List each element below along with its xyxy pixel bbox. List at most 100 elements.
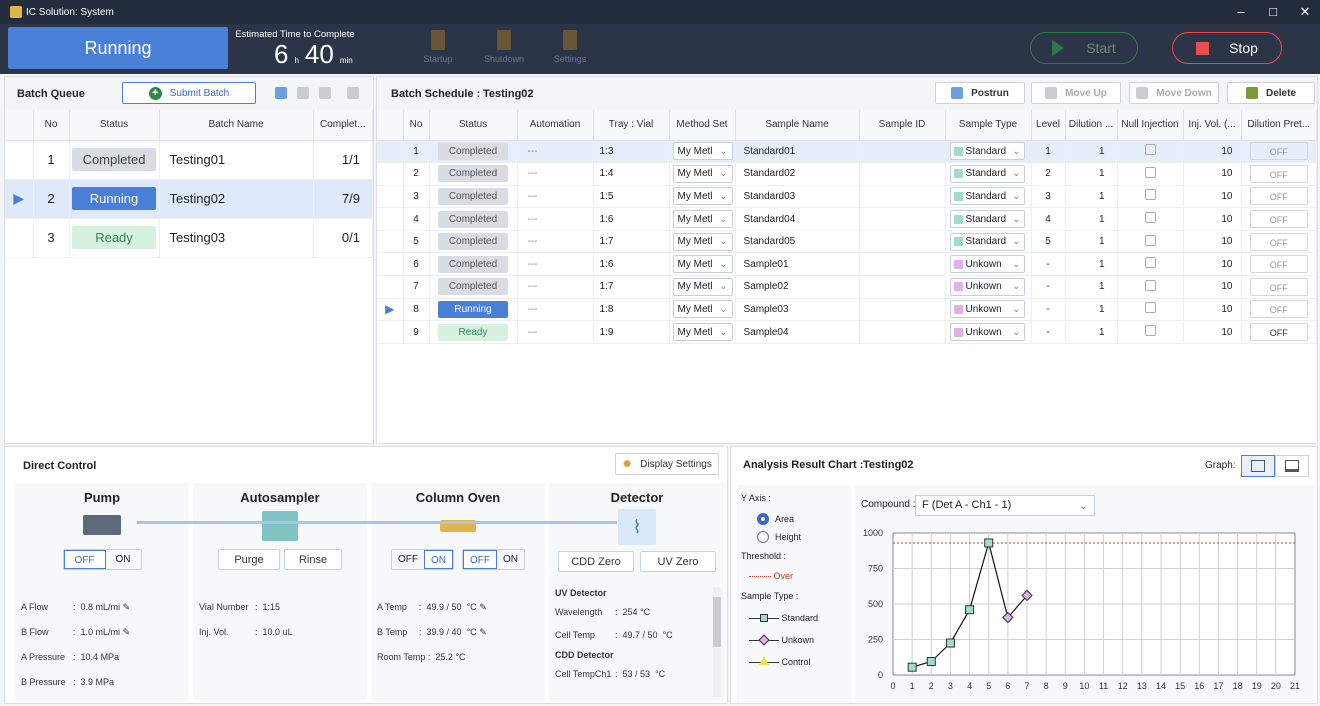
method-set-select[interactable]: My Metl ⌄ — [672, 255, 733, 274]
table-row[interactable]: ▶ 8 Running --- 1:8 My Metl ⌄ Sample03 Unkown ⌄ -1… — [377, 298, 1317, 322]
move-down-icon[interactable] — [319, 87, 331, 99]
method-set-select[interactable]: My Metl ⌄ — [672, 187, 733, 206]
trash-icon[interactable] — [347, 87, 359, 99]
move-up-icon[interactable] — [297, 87, 309, 99]
null-injection-checkbox[interactable] — [1144, 189, 1156, 201]
col-level[interactable]: Level — [1031, 110, 1066, 141]
sample-type-select[interactable]: Unkown ⌄ — [949, 300, 1025, 319]
null-injection-checkbox[interactable] — [1144, 234, 1156, 246]
null-injection-checkbox[interactable] — [1144, 302, 1156, 314]
settings-button[interactable]: Settings — [542, 30, 598, 64]
sample-id-value[interactable] — [859, 252, 946, 277]
col-method-set[interactable]: Method Set — [669, 110, 736, 141]
col-no[interactable]: No — [33, 110, 70, 141]
pump-off-option[interactable]: OFF — [63, 550, 106, 569]
edit-icon[interactable]: ✎ — [122, 602, 131, 612]
postrun-button[interactable]: Postrun — [935, 82, 1025, 104]
sample-type-select[interactable]: Standard ⌄ — [949, 232, 1025, 251]
oven-a-off[interactable]: OFF — [398, 554, 418, 565]
sample-id-value[interactable] — [859, 275, 946, 299]
uv-zero-button[interactable]: UV Zero — [640, 551, 716, 572]
oven-b-on[interactable]: ON — [503, 554, 518, 565]
col-tray-vial[interactable]: Tray : Vial — [593, 110, 670, 141]
display-settings-button[interactable]: ✹ Display Settings — [615, 453, 719, 475]
method-set-select[interactable]: My Metl ⌄ — [672, 210, 733, 229]
col-dilution[interactable]: Dilution ... — [1065, 110, 1118, 141]
scrollbar-thumb[interactable] — [713, 597, 721, 647]
table-row[interactable]: 1 Completed --- 1:3 My Metl ⌄ Standard01 Standa… — [377, 140, 1317, 164]
table-row[interactable]: 7 Completed --- 1:7 My Metl ⌄ Sample02 Unkown ⌄ -… — [377, 275, 1317, 299]
submit-batch-button[interactable]: + Submit Batch — [122, 82, 256, 104]
sample-type-select[interactable]: Standard ⌄ — [949, 210, 1025, 229]
area-radio[interactable]: Area — [757, 513, 794, 525]
sample-type-select[interactable]: Standard ⌄ — [949, 142, 1025, 161]
method-set-select[interactable]: My Metl ⌄ — [672, 232, 733, 251]
split-graph-view-button[interactable] — [1275, 455, 1309, 477]
method-set-select[interactable]: My Metl ⌄ — [672, 323, 733, 342]
col-sample-type[interactable]: Sample Type — [945, 110, 1032, 141]
null-injection-checkbox[interactable] — [1144, 325, 1156, 337]
null-injection-checkbox[interactable] — [1144, 279, 1156, 291]
col-status[interactable]: Status — [69, 110, 160, 141]
move-up-button[interactable]: Move Up — [1031, 82, 1121, 104]
table-row[interactable]: 5 Completed --- 1:7 My Metl ⌄ Standard05 Standa… — [377, 230, 1317, 254]
delete-button[interactable]: Delete — [1227, 82, 1315, 104]
dilution-pret-toggle[interactable]: OFF — [1249, 142, 1308, 161]
detector-scrollbar[interactable] — [713, 587, 721, 697]
sample-id-value[interactable] — [859, 162, 946, 186]
stop-button[interactable]: Stop — [1172, 32, 1282, 64]
oven-b-toggle[interactable]: OFF ON — [462, 549, 525, 570]
sample-type-select[interactable]: Standard ⌄ — [949, 187, 1025, 206]
move-down-button[interactable]: Move Down — [1129, 82, 1219, 104]
pump-on-option[interactable]: ON — [115, 554, 131, 565]
col-inj-vol[interactable]: Inj. Vol. (... — [1183, 110, 1242, 141]
minimize-button[interactable]: – — [1237, 4, 1245, 19]
sample-type-select[interactable]: Unkown ⌄ — [949, 323, 1025, 342]
rinse-button[interactable]: Rinse — [284, 549, 342, 570]
col-automation[interactable]: Automation — [517, 110, 594, 141]
oven-b-off[interactable]: OFF — [463, 550, 497, 569]
null-injection-checkbox[interactable] — [1144, 144, 1156, 156]
method-set-select[interactable]: My Metl ⌄ — [672, 164, 733, 183]
col-complete[interactable]: Complet... — [313, 110, 373, 141]
edit-icon[interactable]: ✎ — [479, 602, 487, 612]
height-radio[interactable]: Height — [757, 531, 801, 543]
null-injection-checkbox[interactable] — [1144, 166, 1156, 178]
table-row[interactable]: 3 Ready Testing03 0/1 — [5, 218, 373, 258]
sample-id-value[interactable] — [859, 230, 946, 254]
method-set-select[interactable]: My Metl ⌄ — [672, 142, 733, 161]
compound-select[interactable]: F (Det A - Ch1 - 1) ⌄ — [915, 495, 1095, 516]
sample-id-value[interactable] — [859, 140, 946, 164]
col-dilution-pret[interactable]: Dilution Pret... — [1241, 110, 1317, 141]
sample-type-select[interactable]: Unkown ⌄ — [949, 255, 1025, 274]
table-row[interactable]: 2 Completed --- 1:4 My Metl ⌄ Standard02 Standa… — [377, 162, 1317, 186]
start-button[interactable]: Start — [1030, 32, 1138, 64]
method-set-select[interactable]: My Metl ⌄ — [672, 300, 733, 319]
sample-id-value[interactable] — [859, 207, 946, 231]
table-row[interactable]: 3 Completed --- 1:5 My Metl ⌄ Standard03 Standa… — [377, 185, 1317, 209]
edit-icon[interactable]: ✎ — [122, 627, 131, 637]
chart-icon[interactable] — [275, 87, 287, 99]
dilution-pret-toggle[interactable]: OFF — [1249, 323, 1308, 342]
col-status[interactable]: Status — [429, 110, 518, 141]
null-injection-checkbox[interactable] — [1144, 257, 1156, 269]
close-button[interactable]: ✕ — [1299, 4, 1311, 19]
edit-icon[interactable]: ✎ — [479, 627, 487, 637]
oven-a-on[interactable]: ON — [424, 550, 453, 569]
null-injection-checkbox[interactable] — [1144, 212, 1156, 224]
purge-button[interactable]: Purge — [218, 549, 280, 570]
oven-a-toggle[interactable]: OFF ON — [391, 549, 454, 570]
col-null-injection[interactable]: Null Injection — [1117, 110, 1184, 141]
dilution-pret-toggle[interactable]: OFF — [1249, 210, 1308, 229]
dilution-pret-toggle[interactable]: OFF — [1249, 300, 1308, 319]
dilution-pret-toggle[interactable]: OFF — [1249, 164, 1308, 183]
dilution-pret-toggle[interactable]: OFF — [1249, 232, 1308, 251]
dilution-pret-toggle[interactable]: OFF — [1249, 277, 1308, 296]
col-sample-id[interactable]: Sample ID — [859, 110, 946, 141]
sample-type-select[interactable]: Unkown ⌄ — [949, 277, 1025, 296]
method-set-select[interactable]: My Metl ⌄ — [672, 277, 733, 296]
table-row[interactable]: 4 Completed --- 1:6 My Metl ⌄ Standard04 Standa… — [377, 207, 1317, 231]
sample-id-value[interactable] — [859, 320, 946, 344]
sample-id-value[interactable] — [859, 298, 946, 322]
table-row[interactable]: 6 Completed --- 1:6 My Metl ⌄ Sample01 Unkown ⌄ -… — [377, 252, 1317, 277]
